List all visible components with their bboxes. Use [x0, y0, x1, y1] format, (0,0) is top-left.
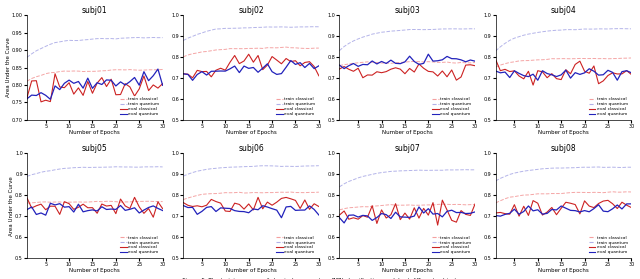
- Legend: train classical, train quantum, eval classical, eval quantum: train classical, train quantum, eval cla…: [118, 96, 161, 117]
- Title: subj02: subj02: [238, 6, 264, 15]
- Y-axis label: Area Under the Curve: Area Under the Curve: [6, 38, 10, 97]
- Legend: train classical, train quantum, eval classical, eval quantum: train classical, train quantum, eval cla…: [275, 96, 317, 117]
- Text: Figure 5: The training curves of classical vs. quantum fMRI classification model: Figure 5: The training curves of classic…: [182, 278, 458, 279]
- Legend: train classical, train quantum, eval classical, eval quantum: train classical, train quantum, eval cla…: [588, 234, 629, 256]
- Title: subj04: subj04: [550, 6, 577, 15]
- X-axis label: Number of Epochs: Number of Epochs: [538, 130, 589, 135]
- Legend: train classical, train quantum, eval classical, eval quantum: train classical, train quantum, eval cla…: [431, 96, 473, 117]
- Legend: train classical, train quantum, eval classical, eval quantum: train classical, train quantum, eval cla…: [588, 96, 629, 117]
- X-axis label: Number of Epochs: Number of Epochs: [226, 268, 276, 273]
- Title: subj07: subj07: [394, 144, 420, 153]
- Legend: train classical, train quantum, eval classical, eval quantum: train classical, train quantum, eval cla…: [431, 234, 473, 256]
- X-axis label: Number of Epochs: Number of Epochs: [226, 130, 276, 135]
- Title: subj08: subj08: [550, 144, 576, 153]
- Title: subj01: subj01: [82, 6, 108, 15]
- X-axis label: Number of Epochs: Number of Epochs: [382, 268, 433, 273]
- Legend: train classical, train quantum, eval classical, eval quantum: train classical, train quantum, eval cla…: [275, 234, 317, 256]
- X-axis label: Number of Epochs: Number of Epochs: [69, 130, 120, 135]
- X-axis label: Number of Epochs: Number of Epochs: [382, 130, 433, 135]
- Title: subj05: subj05: [82, 144, 108, 153]
- Y-axis label: Area Under the Curve: Area Under the Curve: [9, 176, 13, 235]
- Title: subj03: subj03: [394, 6, 420, 15]
- X-axis label: Number of Epochs: Number of Epochs: [538, 268, 589, 273]
- Title: subj06: subj06: [238, 144, 264, 153]
- Legend: train classical, train quantum, eval classical, eval quantum: train classical, train quantum, eval cla…: [118, 234, 161, 256]
- X-axis label: Number of Epochs: Number of Epochs: [69, 268, 120, 273]
